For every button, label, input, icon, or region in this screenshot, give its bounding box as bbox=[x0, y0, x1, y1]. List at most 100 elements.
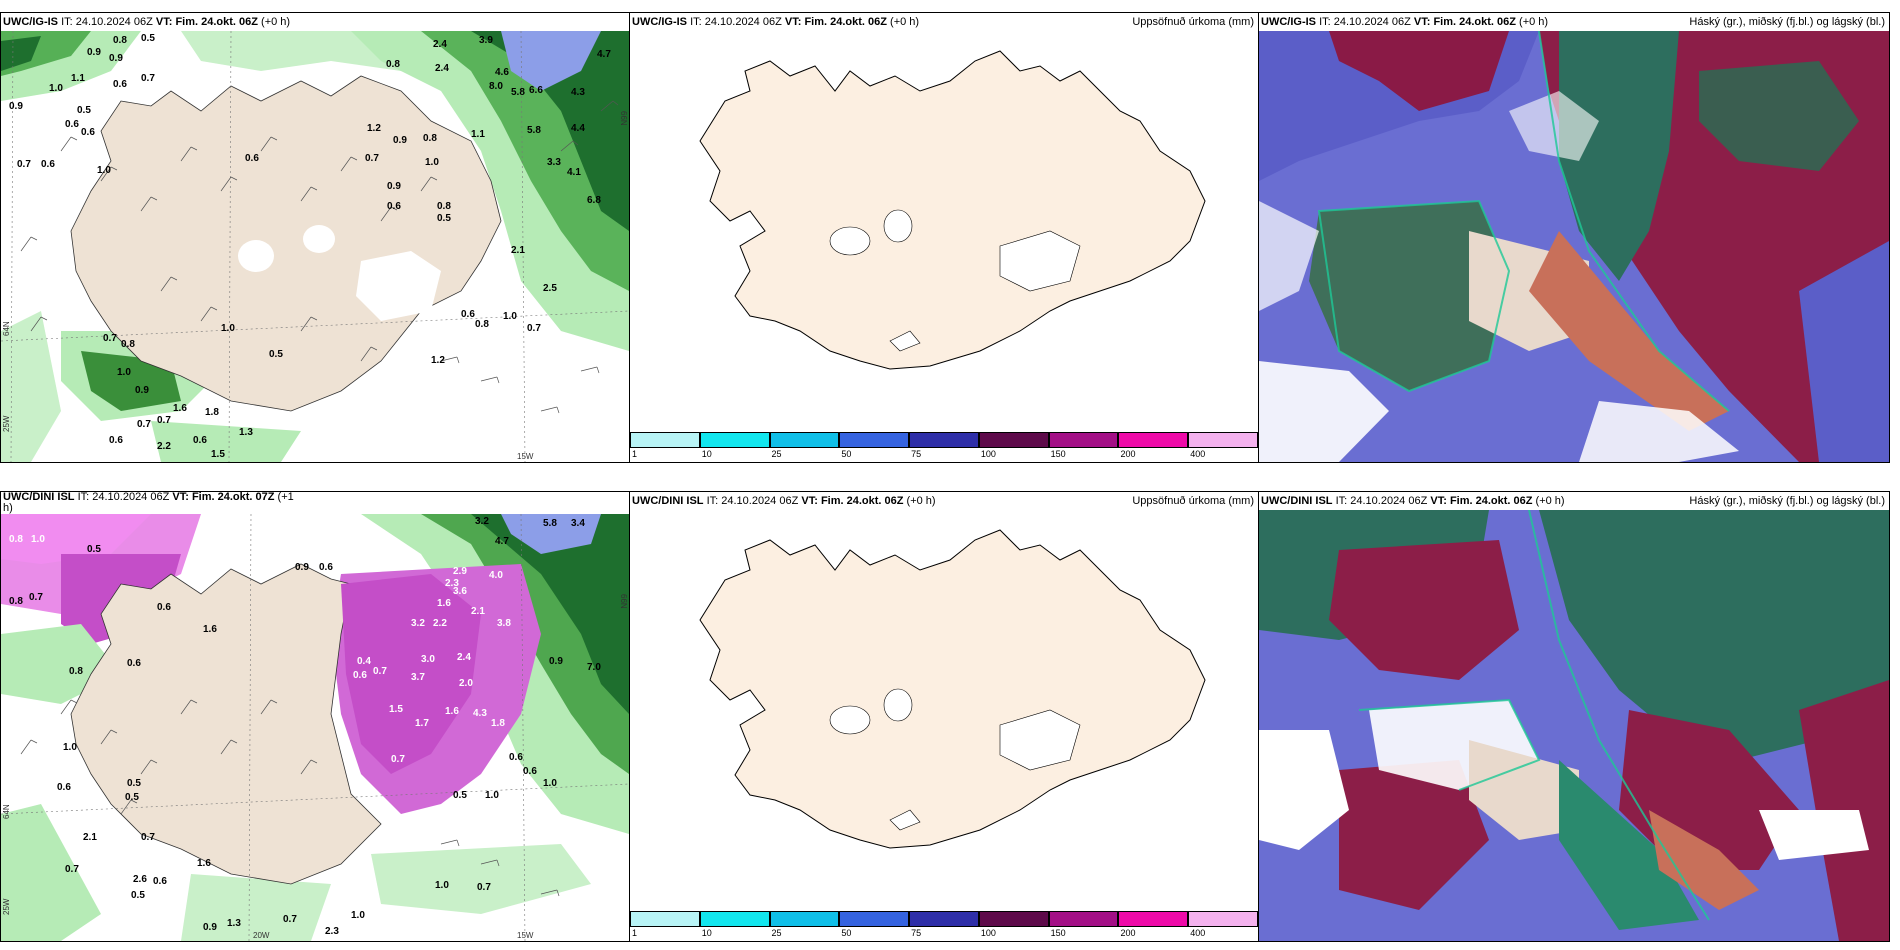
value-label: 1.3 bbox=[227, 918, 241, 929]
value-label: 2.4 bbox=[435, 63, 449, 74]
value-label: 0.9 bbox=[9, 101, 23, 112]
value-label: 1.6 bbox=[203, 624, 217, 635]
colorbar-swatch bbox=[909, 911, 979, 927]
panel-header: UWC/DINI ISL IT: 24.10.2024 06Z VT: Fim.… bbox=[1259, 492, 1889, 510]
lat-label-64n: 64N bbox=[2, 321, 11, 336]
colorbar-swatch bbox=[978, 911, 1049, 927]
it-label: IT: bbox=[1319, 16, 1331, 28]
value-label: 2.1 bbox=[471, 606, 485, 617]
value-label: 0.7 bbox=[141, 832, 155, 843]
value-label: 6.6 bbox=[529, 85, 543, 96]
value-label: 0.8 bbox=[113, 35, 127, 46]
colorbar-swatch bbox=[839, 432, 910, 448]
model-name: UWC/IG-IS bbox=[3, 16, 58, 28]
colorbar-swatch bbox=[1188, 911, 1258, 927]
colorbar-swatch bbox=[1118, 911, 1189, 927]
panel-clouds-top: UWC/IG-IS IT: 24.10.2024 06Z VT: Fim. 24… bbox=[1258, 12, 1890, 463]
value-label: 0.6 bbox=[193, 435, 207, 446]
value-label: 1.2 bbox=[367, 123, 381, 134]
value-label: 5.8 bbox=[511, 87, 525, 98]
colorbar-tick: 100 bbox=[980, 928, 996, 938]
value-label: 0.7 bbox=[283, 914, 297, 925]
precip-wind-map: 25W 20W 15W 64N 66N 0.8 1.0 0.5 0.8 0.7 … bbox=[1, 514, 629, 941]
cloud-cover-map bbox=[1259, 510, 1889, 941]
vt-value: Fim. 24.okt. 06Z bbox=[175, 16, 258, 28]
it-label: IT: bbox=[706, 495, 719, 507]
value-label: 0.6 bbox=[65, 119, 79, 130]
model-name: UWC/DINI ISL bbox=[1261, 495, 1333, 507]
value-label: 1.6 bbox=[197, 858, 211, 869]
value-label: 4.6 bbox=[495, 67, 509, 78]
value-label: 0.6 bbox=[109, 435, 123, 446]
colorbar-swatch bbox=[630, 911, 700, 927]
value-label: 5.8 bbox=[543, 518, 557, 529]
value-label: 0.9 bbox=[387, 181, 401, 192]
value-label: 1.0 bbox=[97, 165, 111, 176]
colorbar-tick: 25 bbox=[771, 928, 782, 938]
lon-label-25w: 25W bbox=[2, 898, 11, 915]
panel-wind-precip-top: UWC/IG-IS IT: 24.10.2024 06Z VT: Fim. 24… bbox=[0, 12, 630, 463]
colorbar-tick: 400 bbox=[1190, 449, 1206, 459]
vt-label: VT: bbox=[172, 491, 189, 503]
value-label: 0.5 bbox=[77, 105, 91, 116]
value-label: 0.5 bbox=[269, 349, 283, 360]
vt-label: VT: bbox=[1430, 495, 1447, 507]
value-label: 8.0 bbox=[489, 81, 503, 92]
value-label: 1.0 bbox=[503, 311, 517, 322]
value-label: 0.6 bbox=[113, 79, 127, 90]
value-label: 0.6 bbox=[157, 602, 171, 613]
colorbar-tick: 100 bbox=[980, 449, 996, 459]
value-label: 1.3 bbox=[239, 427, 253, 438]
colorbar: 1 10 25 50 75 100 150 200 400 bbox=[630, 911, 1258, 941]
value-label: 1.6 bbox=[173, 403, 187, 414]
colorbar-tick: 200 bbox=[1120, 928, 1136, 938]
colorbar-tick: 150 bbox=[1050, 928, 1066, 938]
value-label: 3.9 bbox=[479, 35, 493, 46]
value-label: 0.8 bbox=[423, 133, 437, 144]
model-name: UWC/DINI ISL bbox=[632, 495, 704, 507]
value-label: 1.5 bbox=[211, 449, 225, 460]
value-label: 1.0 bbox=[351, 910, 365, 921]
colorbar-tick: 75 bbox=[911, 449, 922, 459]
value-label: 1.6 bbox=[437, 598, 451, 609]
colorbar-tick: 25 bbox=[771, 449, 782, 459]
colorbar-tick: 1 bbox=[632, 449, 638, 459]
value-label: 1.0 bbox=[49, 83, 63, 94]
value-label: 0.7 bbox=[527, 323, 541, 334]
value-label: 0.7 bbox=[29, 592, 43, 603]
value-label: 0.7 bbox=[65, 864, 79, 875]
value-label: 1.0 bbox=[63, 742, 77, 753]
value-label: 0.6 bbox=[41, 159, 55, 170]
it-value: 24.10.2024 06Z bbox=[704, 16, 782, 28]
value-label: 3.2 bbox=[411, 618, 425, 629]
lead-time: (+0 h) bbox=[906, 495, 936, 507]
colorbar-tick: 50 bbox=[841, 928, 852, 938]
value-label: 1.2 bbox=[431, 355, 445, 366]
value-label: 0.5 bbox=[131, 890, 145, 901]
value-label: 4.7 bbox=[495, 536, 509, 547]
value-label: 1.5 bbox=[389, 704, 403, 715]
value-label: 2.2 bbox=[157, 441, 171, 452]
value-label: 1.6 bbox=[445, 706, 459, 717]
colorbar-tick: 75 bbox=[911, 928, 922, 938]
value-label: 0.8 bbox=[9, 596, 23, 607]
value-label: 3.0 bbox=[421, 654, 435, 665]
value-labels-top: 0.8 0.5 0.9 0.9 1.0 1.1 0.6 0.7 0.6 0.9 … bbox=[9, 33, 611, 460]
panel-title: Uppsöfnuð úrkoma (mm) bbox=[1132, 495, 1254, 507]
value-label: 0.8 bbox=[69, 666, 83, 677]
vt-value: Fim. 24.okt. 06Z bbox=[1449, 495, 1533, 507]
colorbar: 1 10 25 50 75 100 150 200 400 bbox=[630, 432, 1258, 462]
panel-clouds-bottom: UWC/DINI ISL IT: 24.10.2024 06Z VT: Fim.… bbox=[1258, 491, 1890, 942]
it-value: 24.10.2024 06Z bbox=[1350, 495, 1428, 507]
value-label: 0.5 bbox=[437, 213, 451, 224]
value-label: 0.6 bbox=[57, 782, 71, 793]
value-label: 1.0 bbox=[425, 157, 439, 168]
value-label: 0.5 bbox=[453, 790, 467, 801]
lon-label-20w: 20W bbox=[253, 931, 270, 940]
value-label: 7.0 bbox=[587, 662, 601, 673]
value-label: 0.7 bbox=[477, 882, 491, 893]
colorbar-swatch bbox=[699, 432, 770, 448]
value-label: 0.7 bbox=[373, 666, 387, 677]
value-label: 4.0 bbox=[489, 570, 503, 581]
value-label: 2.1 bbox=[511, 245, 525, 256]
